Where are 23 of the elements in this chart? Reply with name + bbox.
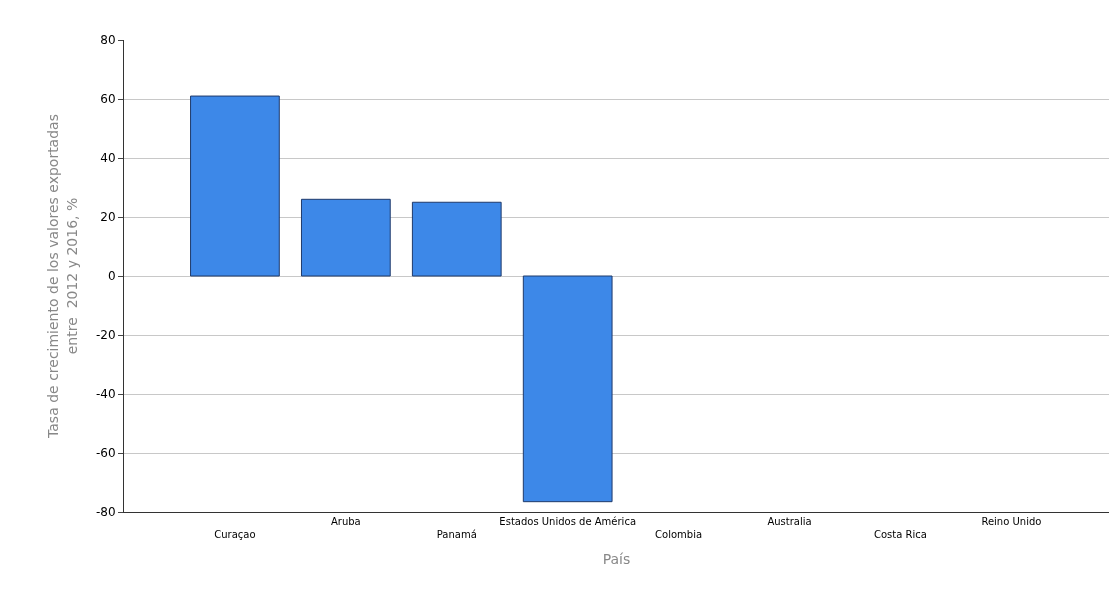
y-axis-title: Tasa de crecimiento de los valores exportadas entre 2012 y 2016, % xyxy=(45,114,80,439)
bar xyxy=(522,275,613,503)
x-tick-label: Aruba xyxy=(330,516,361,527)
bar xyxy=(411,201,502,277)
y-tick-label: -60 xyxy=(95,446,116,461)
y-tick-label: 80 xyxy=(100,33,116,48)
bar xyxy=(190,95,280,277)
bar xyxy=(300,198,391,277)
y-tick-label: -80 xyxy=(95,505,116,520)
y-tick-label: 40 xyxy=(100,151,116,166)
x-tick-label: Curaçao xyxy=(214,529,256,540)
y-tick-label: 0 xyxy=(107,269,116,284)
x-tick-label: Reino Unido xyxy=(981,516,1042,527)
x-tick-label: Estados Unidos de América xyxy=(499,516,637,527)
y-tick-label: -20 xyxy=(95,328,116,343)
y-tick-label: 60 xyxy=(100,92,116,107)
y-tick-label: -40 xyxy=(95,387,116,402)
x-axis-title: País xyxy=(602,551,631,568)
x-tick-label: Panamá xyxy=(436,529,477,540)
x-tick-label: Costa Rica xyxy=(874,529,927,540)
x-tick-label: Colombia xyxy=(655,529,703,540)
x-tick-label: Australia xyxy=(767,516,812,527)
y-tick-label: 20 xyxy=(100,210,116,225)
